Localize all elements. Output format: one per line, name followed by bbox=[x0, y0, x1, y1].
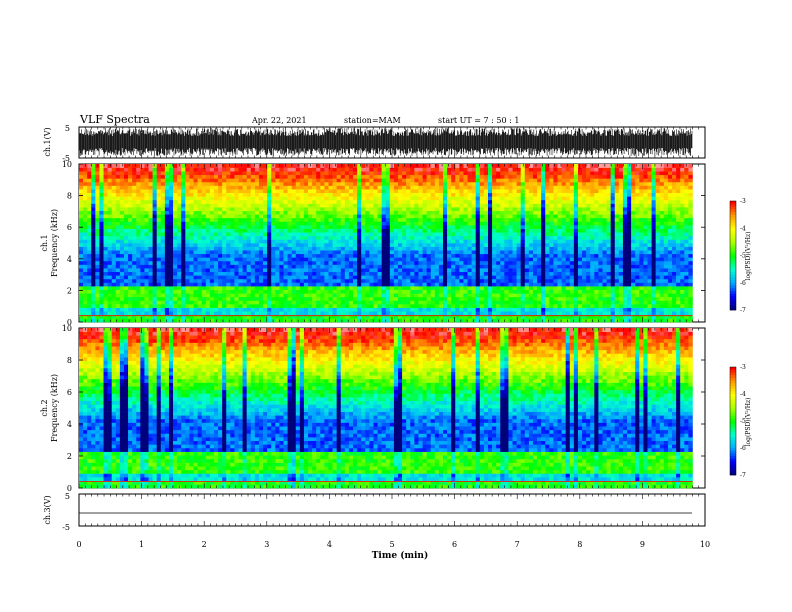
ch1-spectrogram-ytick: 8 bbox=[67, 192, 72, 201]
time-axis-tick-label: 3 bbox=[264, 540, 269, 549]
ch2-spectrogram-panel: 0 2 4 6 8 10 ch.2 Frequency (kHz) bbox=[40, 324, 706, 493]
ch1-colorbar-tick: -6 bbox=[740, 280, 746, 287]
time-axis-tick-label: 5 bbox=[389, 540, 394, 549]
ch1-waveform-ytick-top: 5 bbox=[65, 124, 70, 133]
ch1-colorbar-tick: -4 bbox=[740, 225, 746, 232]
time-axis-tick-label: 7 bbox=[515, 540, 520, 549]
ch2-spectrogram-ytick: 2 bbox=[67, 452, 72, 461]
time-axis-tick-label: 1 bbox=[139, 540, 144, 549]
ch2-colorbar-tick: -6 bbox=[740, 445, 746, 452]
ch2-colorbar-label: log(PSD)(V²/Hz) bbox=[745, 398, 752, 447]
ch2-colorbar-tick: -7 bbox=[740, 472, 746, 479]
ch1-waveform-ytick-bottom: -5 bbox=[62, 154, 70, 163]
ch1-spectrogram-ytick: 10 bbox=[62, 160, 72, 169]
time-axis-tick-label: 10 bbox=[700, 540, 710, 549]
ch1-spectrogram-ytick: 0 bbox=[67, 318, 72, 327]
ch1-spectrogram-ytick: 2 bbox=[67, 286, 72, 295]
ch1-colorbar: -3 -4 -5 -6 -7 bbox=[729, 198, 746, 314]
time-axis-tick-label: 9 bbox=[640, 540, 645, 549]
ch1-colorbar-tick: -3 bbox=[740, 198, 746, 205]
ch1-spectrogram-panel: 0 2 4 6 8 10 ch.1 Frequency (kHz) bbox=[40, 160, 706, 327]
time-axis-tick-label: 0 bbox=[76, 540, 81, 549]
ch1-colorbar-tick: -7 bbox=[740, 307, 746, 314]
ch3-waveform-panel: 5 -5 ch.3(V) bbox=[43, 492, 706, 532]
ch2-spectrogram-ytick: 6 bbox=[67, 388, 72, 397]
ch1-colorbar-tick: -5 bbox=[740, 253, 746, 260]
ch1-waveform-ylabel: ch.1(V) bbox=[43, 127, 52, 156]
ch2-spectrogram-ylabel-frequency: Frequency (kHz) bbox=[50, 374, 59, 442]
time-axis-tick-label: 2 bbox=[202, 540, 207, 549]
ch2-colorbar: -3 -4 -5 -6 -7 bbox=[729, 364, 746, 479]
ch1-spectrogram-ytick: 6 bbox=[67, 223, 72, 232]
time-axis-tick-label: 8 bbox=[577, 540, 582, 549]
ch2-spectrogram-ylabel-channel: ch.2 bbox=[40, 399, 49, 416]
ch1-spectrogram-ytick: 4 bbox=[67, 255, 72, 264]
ch2-colorbar-tick: -4 bbox=[740, 391, 746, 398]
ch3-waveform-ytick-top: 5 bbox=[65, 492, 70, 501]
ch2-spectrogram-ytick: 8 bbox=[67, 356, 72, 365]
ch2-colorbar-tick: -5 bbox=[740, 418, 746, 425]
ch1-colorbar-label: log(PSD)(V²/Hz) bbox=[745, 232, 752, 281]
ch1-spectrogram-ylabel-channel: ch.1 bbox=[40, 234, 49, 251]
ch1-waveform-trace bbox=[79, 128, 693, 156]
time-axis: 0 1 2 3 4 5 6 7 8 9 10 bbox=[76, 127, 710, 549]
ch1-waveform-panel: 5 -5 ch.1(V) bbox=[43, 124, 706, 163]
ch2-colorbar-tick: -3 bbox=[740, 364, 746, 371]
ch1-spectrogram-ylabel-frequency: Frequency (kHz) bbox=[50, 209, 59, 277]
figure-title: VLF Spectra bbox=[79, 113, 150, 126]
ch2-spectrogram-ytick: 0 bbox=[67, 484, 72, 493]
time-axis-label: Time (min) bbox=[372, 550, 429, 561]
start-time-label: start UT = 7 : 50 : 1 bbox=[438, 116, 519, 125]
time-axis-tick-label: 4 bbox=[327, 540, 332, 549]
ch3-waveform-ylabel: ch.3(V) bbox=[43, 495, 52, 524]
date-label: Apr. 22, 2021 bbox=[251, 116, 307, 125]
ch3-waveform-ytick-bottom: -5 bbox=[62, 523, 70, 532]
ch2-spectrogram-ytick: 10 bbox=[62, 324, 72, 333]
time-axis-tick-label: 6 bbox=[452, 540, 457, 549]
station-label: station=MAM bbox=[344, 116, 401, 125]
ch2-spectrogram-ytick: 4 bbox=[67, 420, 72, 429]
ch3-waveform-frame bbox=[78, 493, 706, 527]
